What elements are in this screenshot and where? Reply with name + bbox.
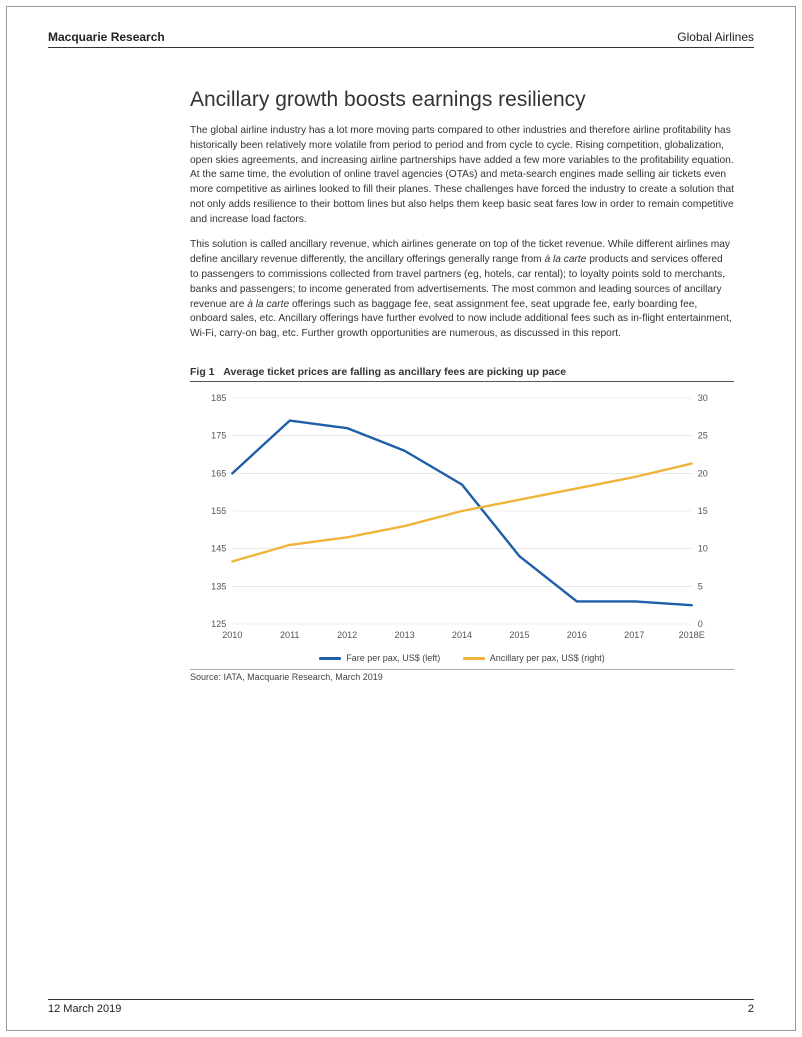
figure-header: Fig 1 Average ticket prices are falling …: [190, 366, 734, 382]
svg-text:15: 15: [698, 506, 708, 516]
svg-text:2015: 2015: [509, 630, 529, 640]
svg-text:5: 5: [698, 581, 703, 591]
svg-text:2016: 2016: [567, 630, 587, 640]
legend-label-fare: Fare per pax, US$ (left): [346, 653, 440, 663]
svg-text:25: 25: [698, 431, 708, 441]
paragraph-2: This solution is called ancillary revenu…: [190, 238, 734, 341]
legend-item-fare: Fare per pax, US$ (left): [319, 653, 440, 663]
svg-text:185: 185: [211, 393, 226, 403]
legend-label-ancillary: Ancillary per pax, US$ (right): [490, 653, 605, 663]
footer-bar: 12 March 2019 2: [48, 999, 754, 1015]
svg-text:2010: 2010: [222, 630, 242, 640]
legend-swatch-ancillary: [463, 657, 485, 660]
header-report-title: Global Airlines: [677, 30, 754, 44]
svg-text:125: 125: [211, 619, 226, 629]
svg-text:2014: 2014: [452, 630, 472, 640]
svg-text:2017: 2017: [624, 630, 644, 640]
header-bar: Macquarie Research Global Airlines: [48, 30, 754, 48]
svg-text:2012: 2012: [337, 630, 357, 640]
figure-title: Average ticket prices are falling as anc…: [223, 366, 566, 378]
svg-text:175: 175: [211, 431, 226, 441]
p2-italic-2: à la carte: [247, 299, 289, 310]
legend-swatch-fare: [319, 657, 341, 660]
svg-text:20: 20: [698, 468, 708, 478]
svg-text:155: 155: [211, 506, 226, 516]
chart-svg: 125 135 145 155 165 175 185 0 5 10 15 20 25 30 2010 201…: [190, 388, 734, 648]
footer-page-number: 2: [748, 1003, 754, 1015]
svg-text:10: 10: [698, 544, 708, 554]
svg-text:2018E: 2018E: [679, 630, 705, 640]
svg-text:135: 135: [211, 581, 226, 591]
footer-date: 12 March 2019: [48, 1003, 121, 1015]
svg-text:165: 165: [211, 468, 226, 478]
p2-italic-1: à la carte: [545, 254, 587, 265]
legend-item-ancillary: Ancillary per pax, US$ (right): [463, 653, 605, 663]
chart-source: Source: IATA, Macquarie Research, March …: [190, 669, 734, 682]
main-content: Ancillary growth boosts earnings resilie…: [190, 88, 734, 682]
svg-text:145: 145: [211, 544, 226, 554]
svg-text:0: 0: [698, 619, 703, 629]
page-title: Ancillary growth boosts earnings resilie…: [190, 88, 734, 112]
svg-text:30: 30: [698, 393, 708, 403]
chart-container: 125 135 145 155 165 175 185 0 5 10 15 20 25 30 2010 201…: [190, 388, 734, 648]
header-publisher: Macquarie Research: [48, 30, 165, 44]
chart-legend: Fare per pax, US$ (left) Ancillary per p…: [190, 648, 734, 670]
svg-text:2013: 2013: [395, 630, 415, 640]
figure-label: Fig 1: [190, 366, 215, 378]
svg-text:2011: 2011: [280, 630, 299, 640]
paragraph-1: The global airline industry has a lot mo…: [190, 124, 734, 227]
